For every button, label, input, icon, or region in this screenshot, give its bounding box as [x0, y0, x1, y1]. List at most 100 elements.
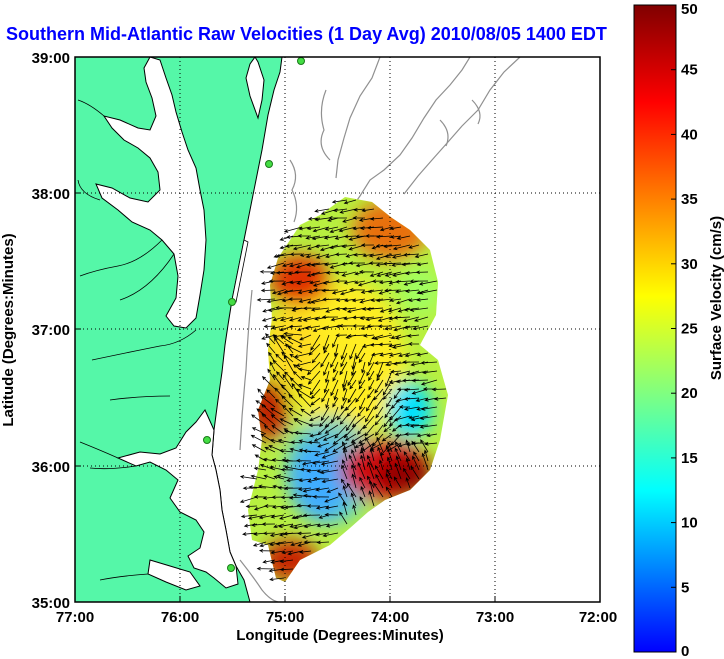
velocity-arrow — [382, 388, 393, 400]
velocity-arrow — [292, 370, 303, 381]
velocity-arrow — [415, 397, 429, 402]
velocity-arrow — [289, 280, 303, 285]
velocity-arrow — [289, 262, 303, 268]
velocity-arrow — [339, 208, 357, 214]
velocity-arrow — [285, 244, 303, 248]
velocity-arrow — [309, 379, 321, 396]
velocity-arrow — [275, 270, 294, 275]
velocity-arrow — [266, 342, 276, 354]
velocity-arrow — [358, 370, 366, 385]
velocity-arrow — [270, 407, 285, 417]
velocity-arrow — [281, 351, 294, 363]
velocity-arrow — [312, 494, 330, 499]
velocity-arrow — [286, 478, 303, 483]
velocity-arrow — [364, 424, 375, 437]
velocity-arrow — [287, 345, 303, 354]
velocity-arrow — [288, 407, 303, 417]
velocity-arrow — [325, 270, 339, 275]
velocity-arrow — [351, 449, 357, 462]
velocity-arrow — [416, 433, 429, 438]
chesapeake-bay — [95, 57, 207, 329]
velocity-arrow — [367, 388, 375, 399]
velocity-arrow — [273, 475, 285, 480]
velocity-arrow — [296, 280, 312, 285]
velocity-arrow — [295, 458, 312, 463]
velocity-arrow — [408, 415, 420, 420]
velocity-arrow — [359, 496, 366, 507]
velocity-arrow — [331, 199, 348, 204]
velocity-arrow — [242, 532, 258, 536]
velocity-arrow — [270, 325, 285, 330]
velocity-arrow — [393, 476, 402, 489]
velocity-arrow — [269, 532, 285, 537]
velocity-arrow — [396, 387, 411, 392]
velocity-arrow — [297, 234, 312, 238]
velocity-arrow — [368, 261, 384, 266]
velocity-arrow — [351, 439, 357, 453]
velocity-arrow — [323, 361, 330, 376]
velocity-arrow — [293, 352, 312, 358]
velocity-arrow — [407, 333, 420, 338]
velocity-arrow — [330, 316, 348, 322]
velocity-arrow — [324, 424, 339, 434]
velocity-arrow — [283, 354, 294, 372]
velocity-arrow — [261, 316, 276, 322]
velocity-arrow — [307, 440, 321, 445]
velocity-arrow — [309, 433, 321, 438]
velocity-arrow — [300, 408, 312, 417]
velocity-arrow — [371, 352, 384, 357]
velocity-arrow — [353, 280, 366, 285]
velocity-arrow — [390, 433, 402, 446]
velocity-arrow — [303, 523, 321, 529]
velocity-arrow — [332, 397, 339, 408]
velocity-arrow — [368, 479, 375, 498]
velocity-arrow — [369, 447, 375, 462]
velocity-arrow — [374, 397, 384, 410]
velocity-arrow — [297, 316, 312, 322]
velocity-arrow — [346, 307, 366, 313]
velocity-arrow — [319, 415, 330, 428]
velocity-arrow — [389, 298, 402, 303]
velocity-arrow — [299, 550, 312, 554]
velocity-arrow — [385, 361, 402, 367]
velocity-arrow — [424, 397, 438, 402]
velocity-arrow — [273, 523, 285, 528]
velocity-arrow — [340, 397, 348, 410]
velocity-arrow — [359, 316, 375, 320]
y-tick-label: 35:00 — [32, 595, 70, 612]
velocity-arrow — [398, 405, 411, 409]
velocity-arrow — [357, 406, 366, 418]
velocity-arrow — [402, 360, 420, 364]
velocity-arrow — [414, 253, 429, 259]
colorbar-tick-label: 10 — [681, 515, 698, 532]
velocity-arrow — [405, 439, 411, 453]
velocity-arrow — [335, 333, 348, 338]
velocity-arrow — [319, 244, 339, 252]
velocity-arrow — [347, 333, 366, 338]
velocity-arrow — [348, 261, 366, 265]
velocity-arrow — [323, 262, 339, 267]
x-tick-labels: 77:00 76:00 75:00 74:00 73:00 72:00 — [56, 609, 617, 626]
velocity-arrow — [389, 226, 402, 231]
velocity-arrow — [342, 307, 357, 311]
velocity-arrow — [357, 280, 375, 287]
velocity-arrow — [352, 216, 366, 220]
velocity-arrow — [382, 261, 402, 266]
velocity-arrow — [327, 217, 339, 222]
velocity-arrow — [317, 442, 330, 448]
x-tick-label: 76:00 — [161, 609, 199, 626]
velocity-arrow — [422, 370, 438, 375]
velocity-arrow — [297, 541, 312, 547]
velocity-arrow — [419, 424, 438, 429]
velocity-arrow — [339, 511, 348, 525]
velocity-arrow — [345, 415, 357, 432]
velocity-arrow — [340, 343, 348, 360]
velocity-arrow — [386, 397, 393, 408]
velocity-arrow — [411, 378, 429, 383]
velocity-arrow — [309, 280, 321, 285]
velocity-arrow — [277, 438, 294, 444]
velocity-arrow — [390, 369, 402, 374]
station-marker — [297, 57, 305, 65]
velocity-arrow — [386, 456, 393, 471]
